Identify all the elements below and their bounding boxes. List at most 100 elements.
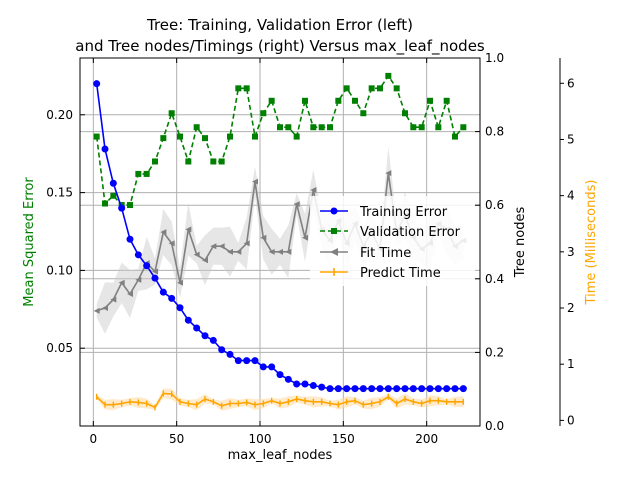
- validation-error-point: [318, 124, 325, 131]
- training-error-point: [184, 316, 192, 324]
- training-error-point: [268, 363, 276, 371]
- time-tick-label: 5: [567, 132, 575, 146]
- training-error-point: [318, 383, 326, 391]
- validation-error-point: [418, 124, 425, 131]
- fit-time-point: [93, 307, 100, 314]
- training-error-point: [426, 385, 434, 393]
- legend-item-validation-error: Validation Error: [320, 225, 461, 240]
- validation-error-point: [185, 158, 192, 165]
- validation-error-point: [268, 97, 275, 104]
- training-error-point: [93, 80, 101, 88]
- y-right-tick-label: 0.6: [485, 198, 504, 212]
- training-error-point: [143, 262, 151, 270]
- training-error-point: [443, 385, 451, 393]
- training-error-point: [368, 385, 376, 393]
- legend-marker-validation: [331, 228, 337, 234]
- validation-error-point: [202, 135, 208, 142]
- validation-error-point: [443, 97, 450, 104]
- training-error-point: [218, 346, 226, 354]
- training-error-point: [409, 385, 417, 393]
- training-error-point: [284, 375, 292, 383]
- legend-item-training-error: Training Error: [320, 205, 448, 220]
- time-tick-label: 0: [567, 413, 575, 427]
- fit-time-point: [127, 290, 133, 297]
- validation-error-point: [302, 97, 308, 104]
- fit-time-point: [210, 243, 217, 250]
- y-left-tick-label: 0.10: [46, 263, 73, 277]
- validation-error-point: [377, 85, 383, 92]
- training-error-point: [126, 235, 134, 243]
- training-error-point: [243, 357, 251, 365]
- validation-error-point: [435, 124, 442, 131]
- training-error-point: [151, 274, 159, 282]
- time-tick-label: 3: [567, 245, 575, 259]
- y-right-tick-label: 0.2: [485, 345, 504, 359]
- training-error-point: [259, 363, 267, 371]
- y-left-tick-label: 0.15: [46, 186, 73, 200]
- validation-error-point: [127, 202, 133, 209]
- plot-area: [79, 57, 481, 427]
- fit-time-point: [110, 296, 117, 303]
- legend-label-training: Training Error: [359, 205, 448, 220]
- validation-error-point: [427, 97, 433, 104]
- legend-label-fit: Fit Time: [360, 246, 411, 261]
- y-axis-right-tree-nodes: 0.0 0.2 0.4 0.6 0.8 1.0: [475, 51, 504, 433]
- fit-time-point: [235, 248, 242, 255]
- validation-error-point: [93, 133, 100, 140]
- training-error-point: [376, 385, 384, 393]
- validation-error-point: [452, 133, 458, 140]
- plot-frame: [79, 57, 481, 427]
- x-tick-label: 100: [249, 432, 272, 446]
- training-error-point: [251, 357, 259, 365]
- fit-time-point: [268, 248, 275, 255]
- fit-time-point: [202, 257, 208, 264]
- validation-error-point: [402, 110, 408, 117]
- validation-error-point: [335, 97, 342, 104]
- fit-time-point: [118, 279, 125, 286]
- training-error-point: [434, 385, 442, 393]
- validation-error-point: [310, 124, 317, 131]
- training-error-point: [393, 385, 401, 393]
- training-error-point: [301, 380, 309, 388]
- training-error-point: [101, 145, 109, 153]
- fit-time-point: [168, 240, 175, 247]
- training-error-point: [134, 251, 142, 259]
- y-axis-left-label: Mean Squared Error: [22, 177, 37, 307]
- fit-time-point: [310, 187, 317, 194]
- series-layer: [93, 72, 467, 411]
- validation-error-point: [393, 85, 400, 92]
- validation-error-point: [152, 158, 158, 165]
- validation-error-point: [110, 192, 117, 199]
- training-error-point: [351, 385, 359, 393]
- training-error-point: [176, 304, 184, 312]
- chart-title-line1: Tree: Training, Validation Error (left): [146, 16, 413, 34]
- validation-error-point: [193, 124, 200, 131]
- y-right-tick-label: 0.4: [485, 272, 504, 286]
- x-axis: 0 50 100 150 200: [90, 58, 438, 446]
- x-tick-label: 0: [90, 432, 98, 446]
- time-tick-label: 6: [567, 76, 575, 90]
- training-error-point: [201, 332, 209, 340]
- validation-error-point: [343, 85, 350, 92]
- fit-time-point: [193, 251, 200, 258]
- validation-error-point: [260, 110, 267, 117]
- validation-error-point: [385, 72, 392, 79]
- fit-time-point: [177, 279, 183, 286]
- x-tick-label: 200: [415, 432, 438, 446]
- validation-error-point: [460, 124, 467, 131]
- y-left-tick-label: 0.05: [46, 341, 73, 355]
- validation-error-point: [243, 85, 250, 92]
- training-error-point: [234, 357, 242, 365]
- legend-label-predict: Predict Time: [360, 266, 441, 281]
- x-axis-label: max_leaf_nodes: [228, 448, 333, 463]
- training-error-point: [293, 380, 301, 388]
- validation-error-point: [218, 158, 225, 165]
- legend-item-predict-time: Predict Time: [320, 266, 441, 281]
- validation-error-point: [102, 200, 108, 207]
- time-tick-label: 1: [567, 357, 575, 371]
- fit-time-point: [160, 229, 167, 236]
- fit-time-point: [218, 243, 225, 250]
- training-error-point: [451, 385, 459, 393]
- fit-time-band: [96, 146, 464, 334]
